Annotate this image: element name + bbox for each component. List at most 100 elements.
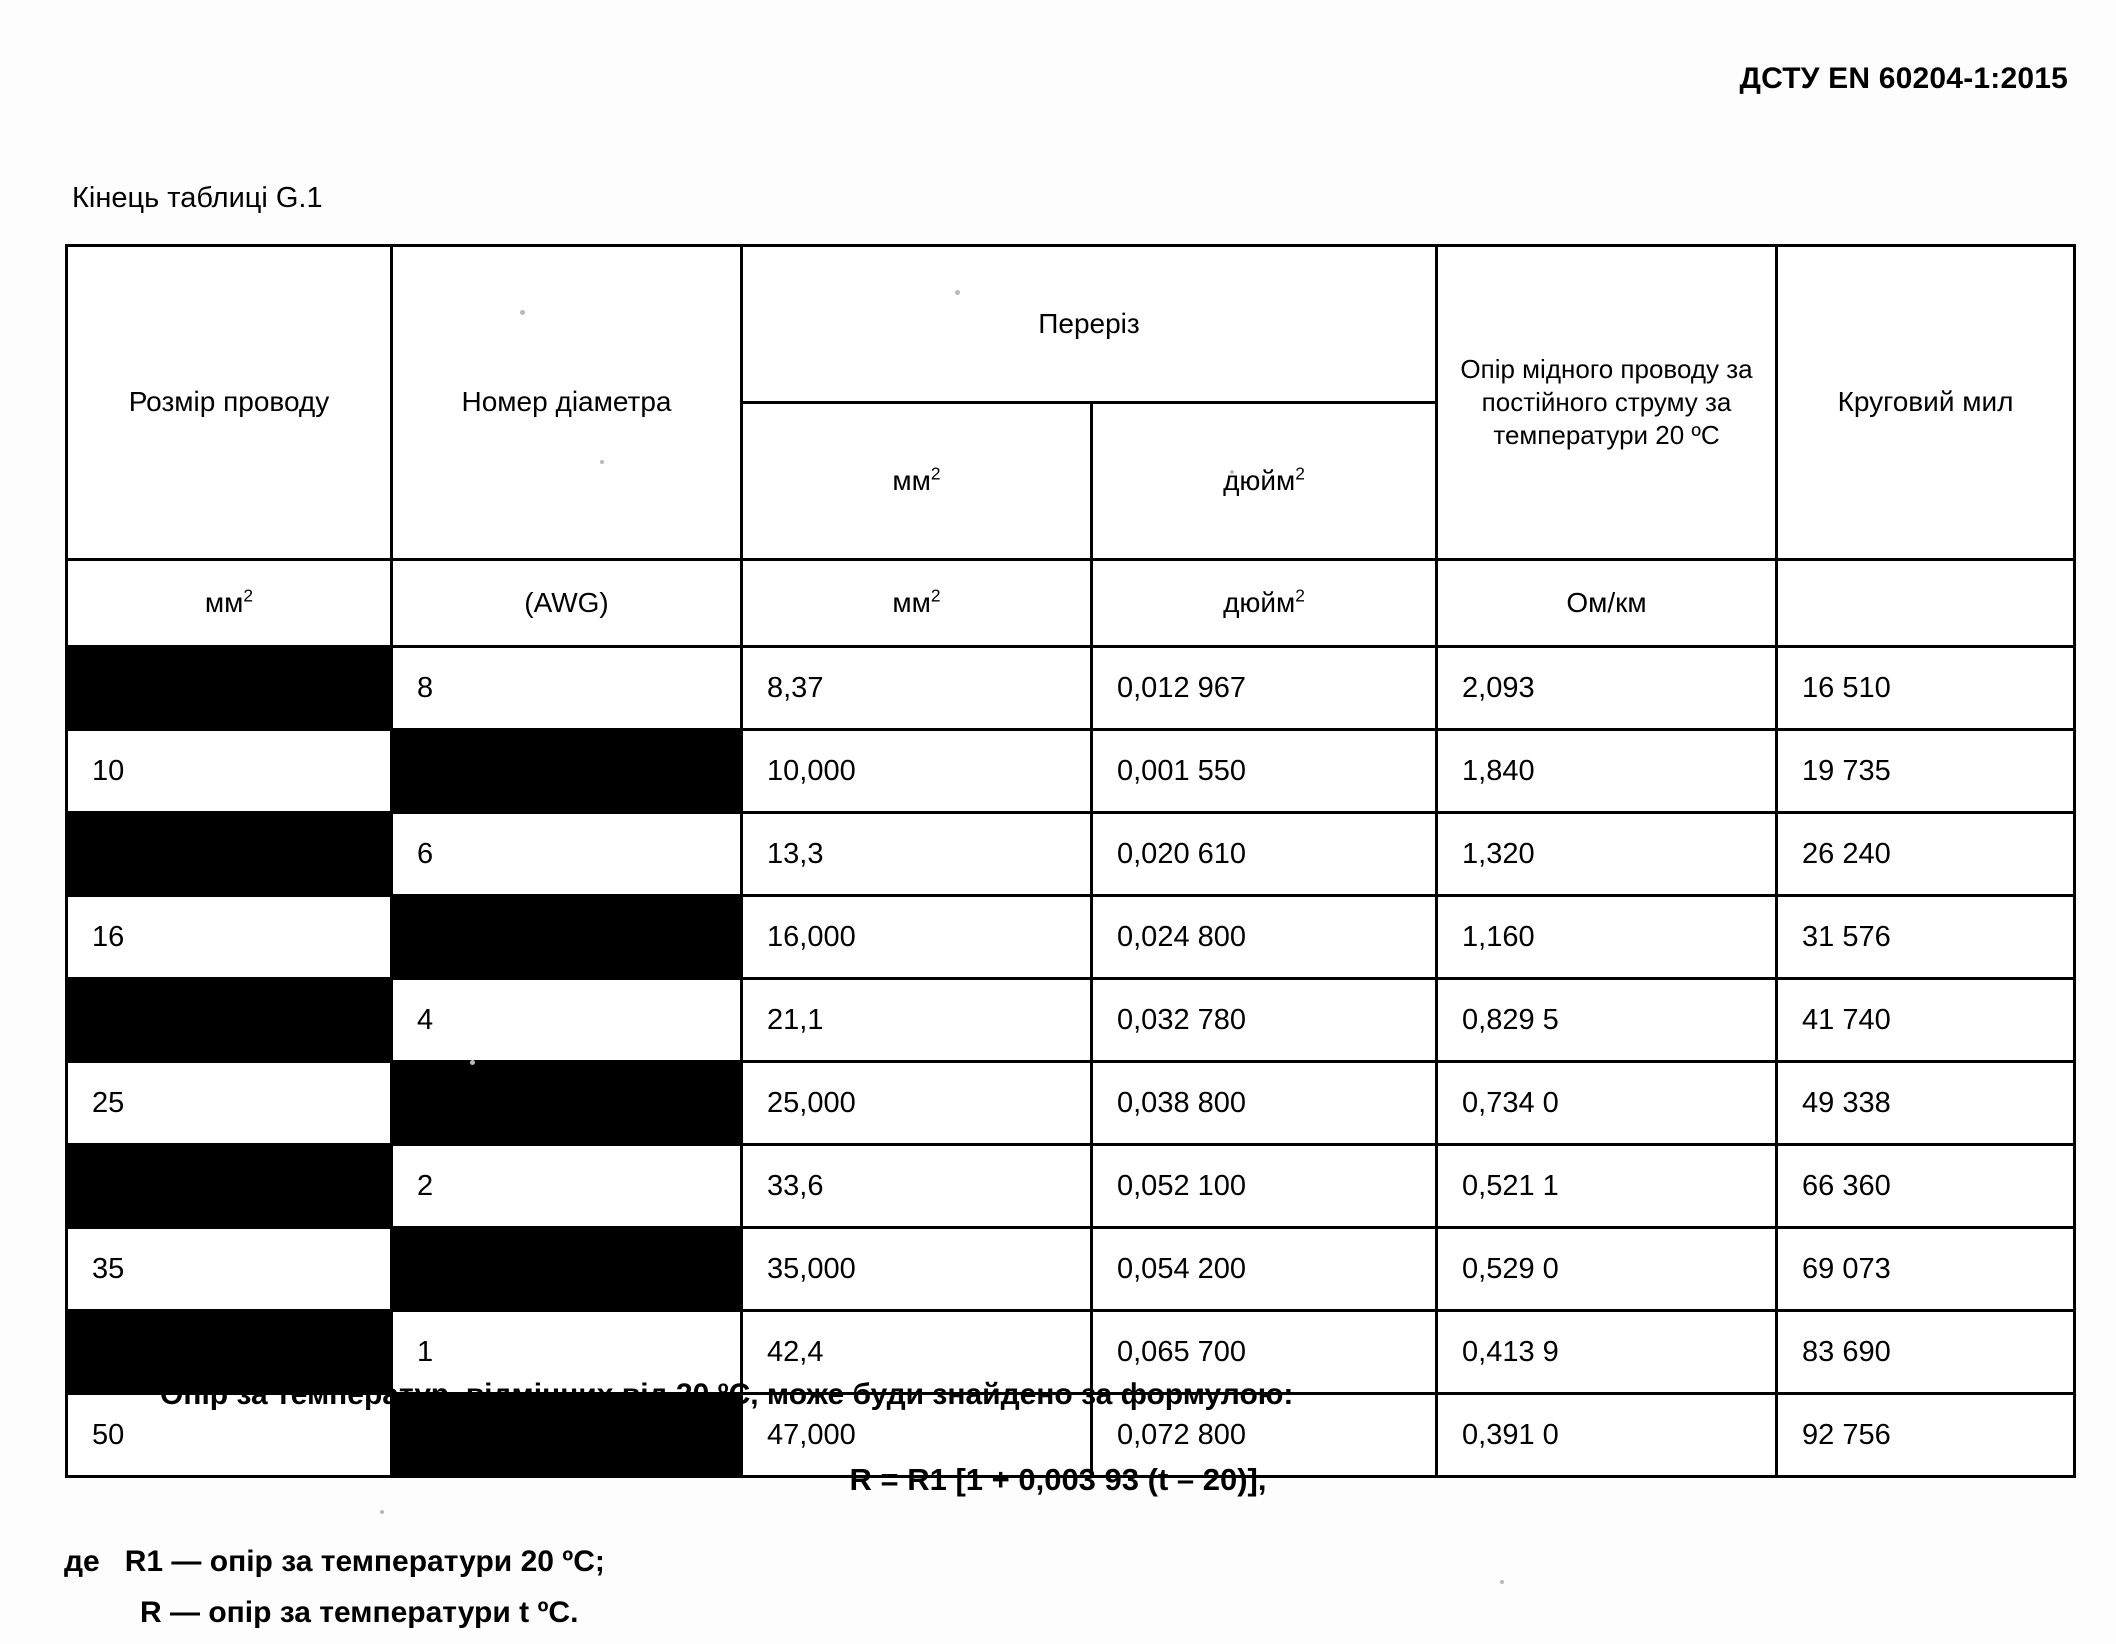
cell-cross-section-in2: 0,020 610 [1089,811,1439,897]
cell-cross-section-mm2: 8,37 [740,645,1093,731]
legend-r1-text: R1 — опір за температури 20 ºC; [124,1545,605,1578]
cell-circular-mil: 31 576 [1775,894,2077,980]
unit-awg-label: (AWG) [524,586,609,618]
scan-speckle [380,1510,384,1514]
unit-mm2-cross-label: мм [892,464,931,496]
cell-circular-mil: 69 073 [1775,1226,2077,1312]
table-header-row-1: Розмір проводу Номер діаметра Переріз Оп… [65,244,2077,561]
table-head: Розмір проводу Номер діаметра Переріз Оп… [65,244,2077,648]
col-header-circular-mil: Круговий мил [1775,244,2077,561]
formula-resistance: R = R1 [1 + 0,003 93 (t – 20)], [849,1462,1267,1497]
cell-awg: 1 [390,1309,743,1395]
cell-circular-mil: 66 360 [1775,1143,2077,1229]
cell-circular-mil: 92 756 [1775,1392,2077,1478]
table-row: 35 35,000 0,054 200 0,529 0 69 073 [65,1226,2077,1312]
cell-cross-section-in2: 0,038 800 [1089,1060,1439,1146]
col-header-circular-mil-label: Круговий мил [1837,386,2014,418]
running-header: ДСТУ EN 60204-1:2015 [1739,62,2068,95]
table-row: 8 8,37 0,012 967 2,093 16 510 [65,645,2077,731]
cell-awg: 8 [390,645,743,731]
cell-circular-mil: 26 240 [1775,811,2077,897]
cell-wire-size: 10 [65,728,393,814]
cell-cross-section-in2: 0,024 800 [1089,894,1439,980]
cell-cross-section-in2: 0,012 967 [1089,645,1439,731]
col-header-cross-section-label: Переріз [1038,307,1140,339]
cell-resistance-ohm-km: 1,160 [1435,894,1779,980]
cell-wire-size: 16 [65,894,393,980]
table-row: 1 42,4 0,065 700 0,413 9 83 690 [65,1309,2077,1395]
unit-cell-wire-size: мм2 [65,558,393,648]
cell-cross-section-mm2: 21,1 [740,977,1093,1063]
cell-awg [390,728,743,814]
col-header-wire-size: Розмір проводу [65,244,393,561]
unit-ohm-km-label: Ом/км [1566,586,1647,618]
cell-wire-size [65,977,393,1063]
cell-awg: 6 [390,811,743,897]
col-header-cross-section-mm2: мм2 [740,401,1093,561]
cell-circular-mil: 16 510 [1775,645,2077,731]
cell-resistance-ohm-km: 1,840 [1435,728,1779,814]
cell-resistance-ohm-km: 0,529 0 [1435,1226,1779,1312]
col-header-cross-section: Переріз [739,244,1439,404]
cell-wire-size [65,1143,393,1229]
cell-cross-section-mm2: 33,6 [740,1143,1093,1229]
unit-mm2-cross-sup: 2 [930,463,941,484]
cell-cross-section-in2: 0,054 200 [1089,1226,1439,1312]
table-units-row: мм2 (AWG) мм2 дюйм2 Ом/км [65,558,2077,648]
cell-wire-size: 50 [65,1392,393,1478]
scan-speckle [1500,1580,1504,1584]
unit-cell-cross-in2: дюйм2 [1089,558,1439,648]
cell-wire-size [65,645,393,731]
cell-cross-section-in2: 0,065 700 [1089,1309,1439,1395]
cell-circular-mil: 19 735 [1775,728,2077,814]
table-body: 8 8,37 0,012 967 2,093 16 510 10 10,000 0,001 5… [65,645,2077,1478]
cell-cross-section-mm2: 13,3 [740,811,1093,897]
note-intro: Опір за температур, відмінних від 20 ºC,… [160,1378,1294,1411]
unit-cell-cross-mm2: мм2 [740,558,1093,648]
cell-wire-size: 35 [65,1226,393,1312]
cell-awg [390,894,743,980]
cell-resistance-ohm-km: 2,093 [1435,645,1779,731]
cell-cross-section-mm2: 42,4 [740,1309,1093,1395]
unit-mm2-wire-label: мм [204,586,244,618]
table-row: 50 47,000 0,072 800 0,391 0 92 756 [65,1392,2077,1478]
cell-resistance-ohm-km: 1,320 [1435,811,1779,897]
cell-cross-section-in2: 0,052 100 [1089,1143,1439,1229]
table-row: 4 21,1 0,032 780 0,829 5 41 740 [65,977,2077,1063]
col-header-diameter-number: Номер діаметра [390,244,743,561]
cell-circular-mil: 49 338 [1775,1060,2077,1146]
table-row: 16 16,000 0,024 800 1,160 31 576 [65,894,2077,980]
unit-in2-label: дюйм [1223,464,1296,496]
table-row: 2 33,6 0,052 100 0,521 1 66 360 [65,1143,2077,1229]
unit-cell-resistance: Ом/км [1435,558,1779,648]
cell-wire-size: 25 [65,1060,393,1146]
cell-resistance-ohm-km: 0,391 0 [1435,1392,1779,1478]
unit-cell-circular-mil [1775,558,2077,648]
cell-cross-section-mm2: 47,000 [740,1392,1093,1478]
col-header-resistance: Опір мідного проводу за постійного струм… [1435,244,1779,561]
unit-in2-sup: 2 [1295,463,1305,484]
legend-line-r1: де R1 — опір за температури 20 ºC; [64,1545,605,1579]
legend-r-text: R — опір за температури t ºC. [140,1596,579,1629]
col-header-resistance-label: Опір мідного проводу за постійного струм… [1460,353,1753,451]
unit-in2b-label: дюйм [1223,586,1296,618]
cell-awg: 4 [390,977,743,1063]
cell-resistance-ohm-km: 0,734 0 [1435,1060,1779,1146]
unit-mm2-cross2-sup: 2 [930,585,941,606]
legend-line-r: R — опір за температури t ºC. [140,1596,578,1630]
col-header-wire-size-label: Розмір проводу [128,386,330,418]
cell-cross-section-in2: 0,001 550 [1089,728,1439,814]
table-caption: Кінець таблиці G.1 [72,182,323,214]
col-header-diameter-number-label: Номер діаметра [461,386,672,418]
cell-cross-section-mm2: 35,000 [740,1226,1093,1312]
cell-awg [390,1226,743,1312]
table-g1-container: Розмір проводу Номер діаметра Переріз Оп… [65,244,2077,1478]
cell-cross-section-mm2: 10,000 [740,728,1093,814]
col-header-cross-section-in2: дюйм2 [1089,401,1439,561]
cell-circular-mil: 41 740 [1775,977,2077,1063]
unit-mm2-wire-sup: 2 [243,585,254,606]
cell-resistance-ohm-km: 0,829 5 [1435,977,1779,1063]
table-row: 6 13,3 0,020 610 1,320 26 240 [65,811,2077,897]
cell-circular-mil: 83 690 [1775,1309,2077,1395]
